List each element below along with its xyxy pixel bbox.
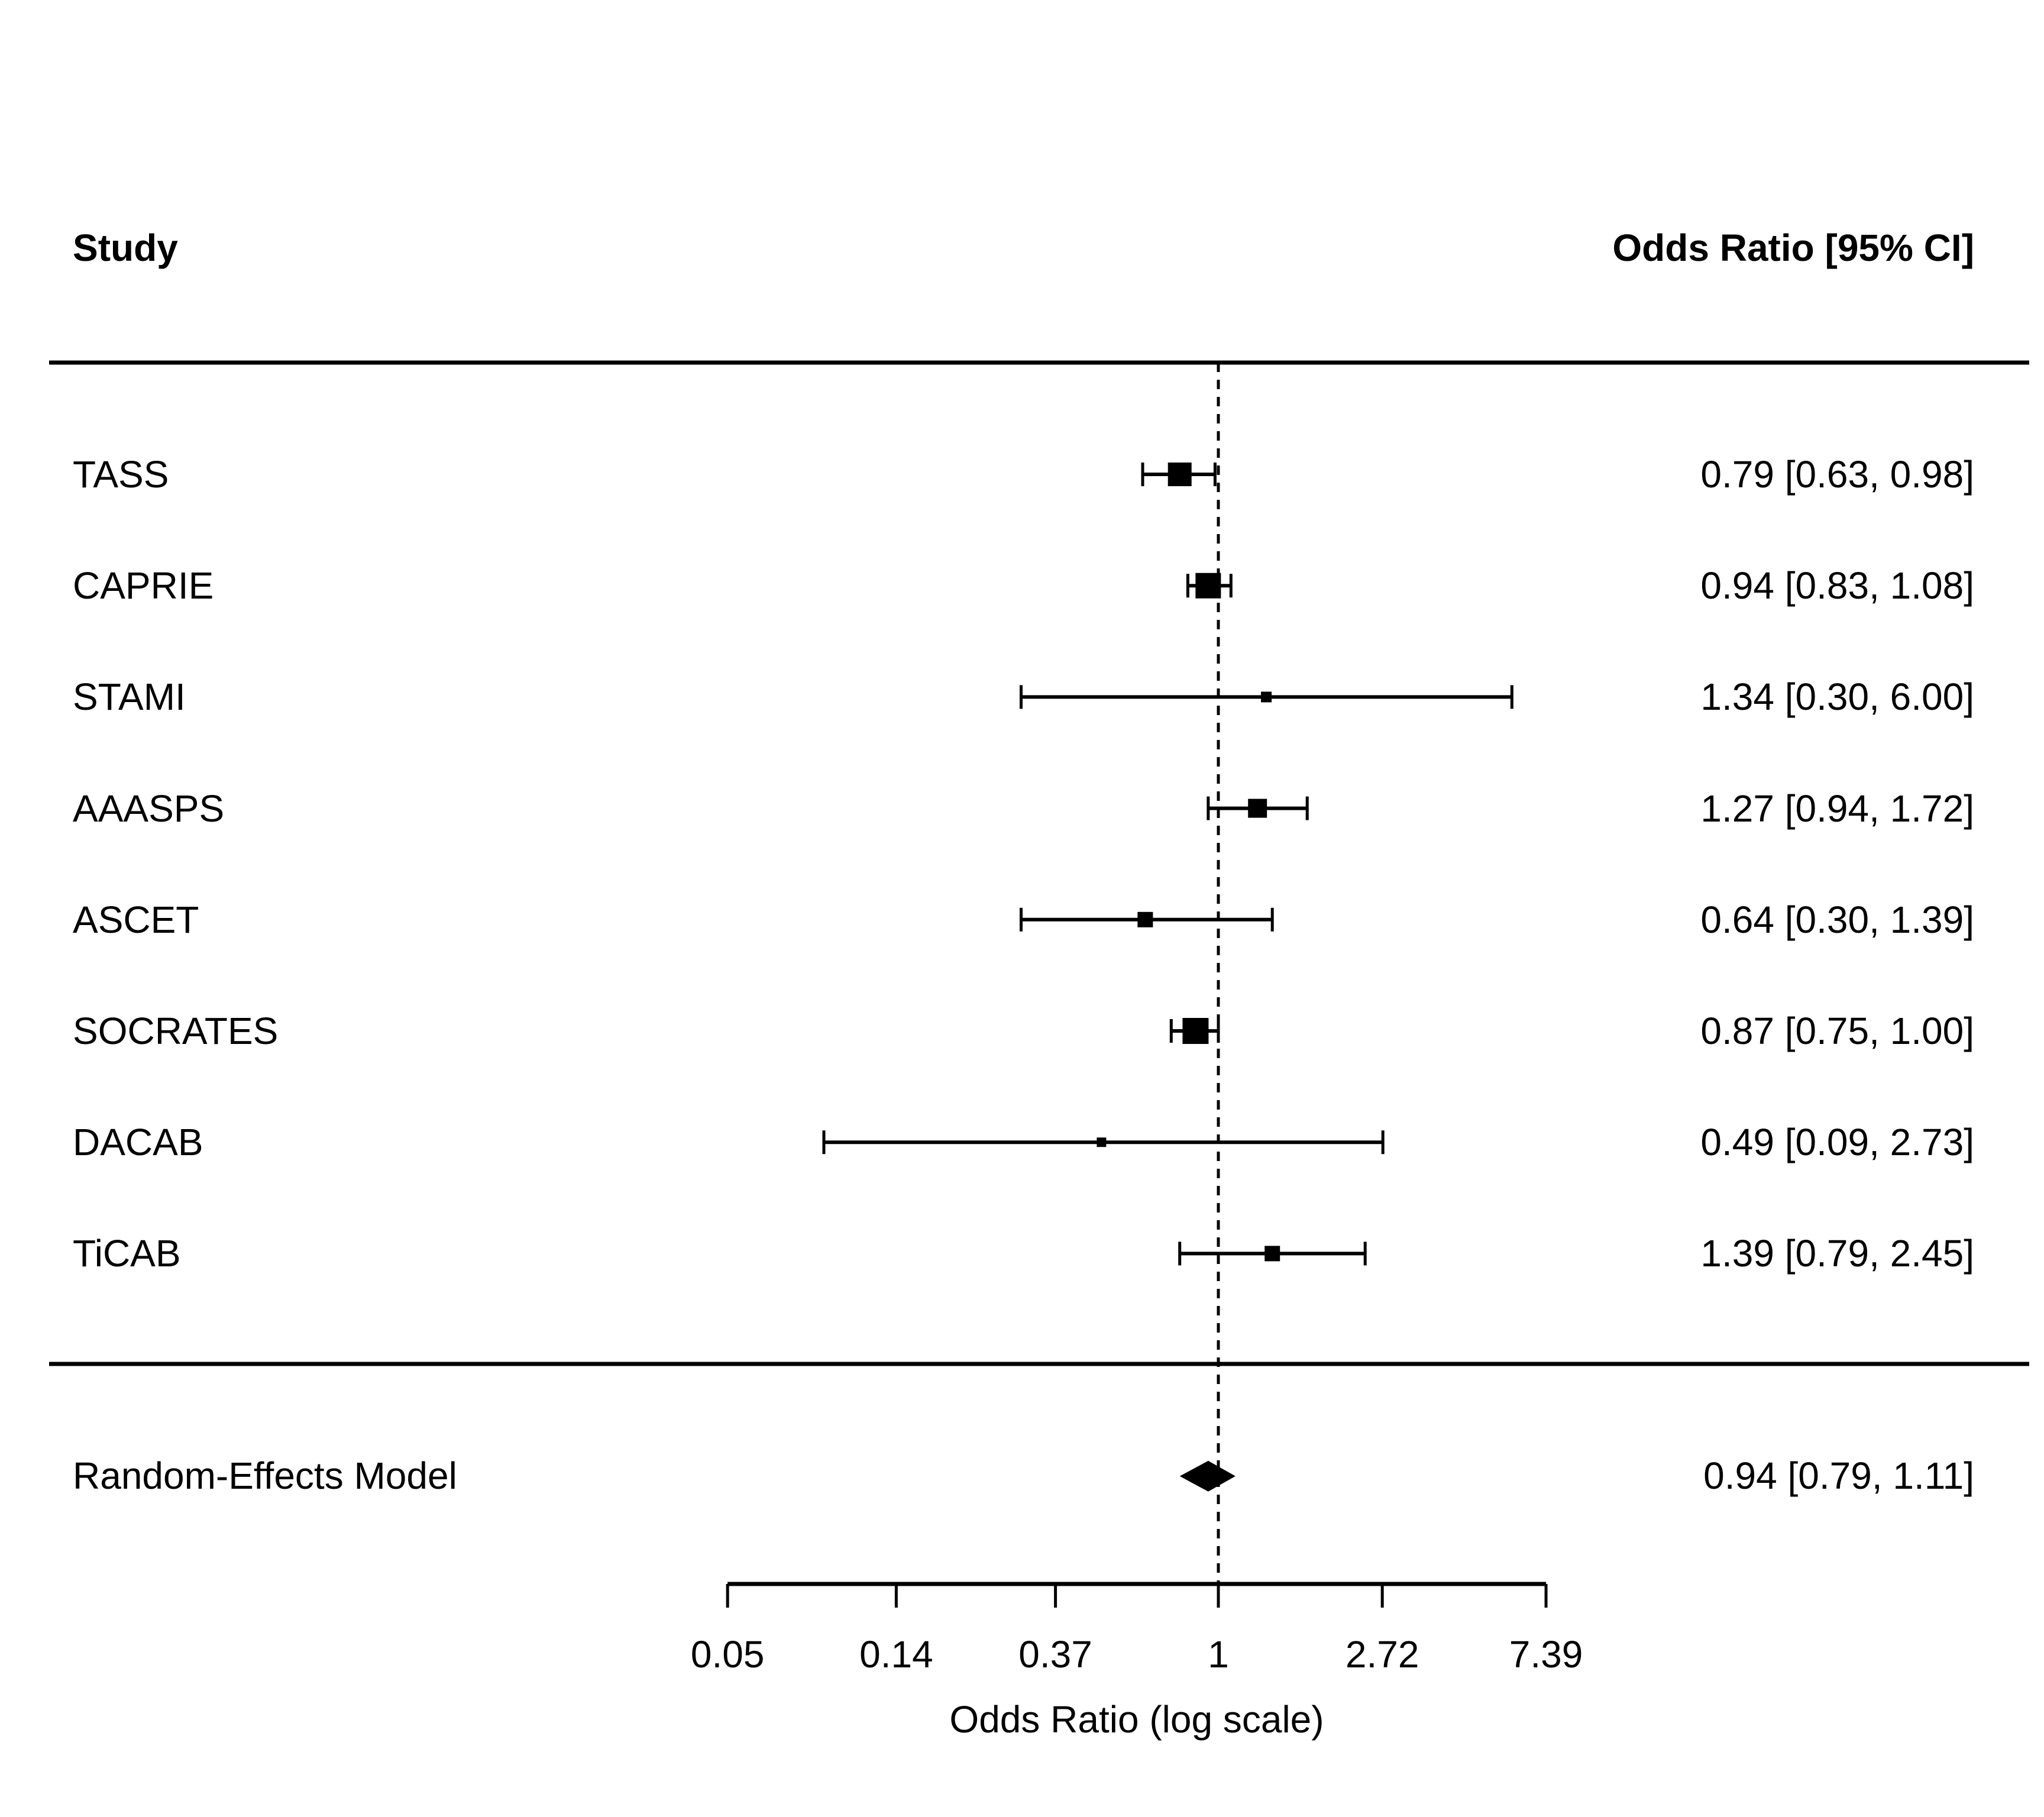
study-or-value: 0.87 [0.75, 1.00] <box>1700 1010 1974 1052</box>
study-or-value: 0.64 [0.30, 1.39] <box>1700 898 1974 941</box>
point-estimate-square <box>1167 463 1192 486</box>
axis-tick-label: 0.14 <box>859 1633 933 1676</box>
study-or-value: 1.27 [0.94, 1.72] <box>1700 787 1974 830</box>
or-column-header: Odds Ratio [95% CI] <box>1612 227 1974 269</box>
point-estimate-square <box>1264 1246 1280 1262</box>
study-label: SOCRATES <box>73 1010 279 1052</box>
study-label: STAMI <box>73 675 186 719</box>
axis-tick-label: 0.37 <box>1018 1633 1092 1676</box>
axis-tick-label: 1 <box>1208 1633 1229 1676</box>
study-label: TASS <box>73 453 169 496</box>
point-estimate-square <box>1248 798 1267 818</box>
point-estimate-square <box>1195 573 1221 599</box>
point-estimate-square <box>1097 1137 1107 1147</box>
axis-tick-label: 0.05 <box>690 1633 765 1676</box>
point-estimate-square <box>1261 691 1272 703</box>
study-or-value: 1.39 [0.79, 2.45] <box>1700 1232 1974 1275</box>
study-label: DACAB <box>73 1121 203 1164</box>
point-estimate-square <box>1182 1018 1209 1044</box>
study-or-value: 0.94 [0.83, 1.08] <box>1700 564 1974 607</box>
summary-or-value: 0.94 [0.79, 1.11] <box>1703 1454 1974 1497</box>
study-or-value: 1.34 [0.30, 6.00] <box>1700 675 1974 719</box>
axis-tick-label: 7.39 <box>1509 1633 1583 1676</box>
study-label: CAPRIE <box>73 564 214 607</box>
study-label: AAASPS <box>73 787 225 830</box>
study-markers <box>822 463 1513 1492</box>
summary-label: Random-Effects Model <box>73 1454 457 1497</box>
x-axis <box>726 1582 1548 1608</box>
summary-diamond <box>1179 1460 1236 1492</box>
study-label: TiCAB <box>73 1232 181 1275</box>
point-estimate-square <box>1137 911 1153 927</box>
study-label: ASCET <box>73 898 199 941</box>
x-axis-title: Odds Ratio (log scale) <box>949 1698 1324 1741</box>
study-or-value: 0.79 [0.63, 0.98] <box>1700 453 1974 496</box>
axis-tick-label: 2.72 <box>1345 1633 1419 1676</box>
study-column-header: Study <box>73 227 178 269</box>
study-or-value: 0.49 [0.09, 2.73] <box>1700 1121 1974 1164</box>
